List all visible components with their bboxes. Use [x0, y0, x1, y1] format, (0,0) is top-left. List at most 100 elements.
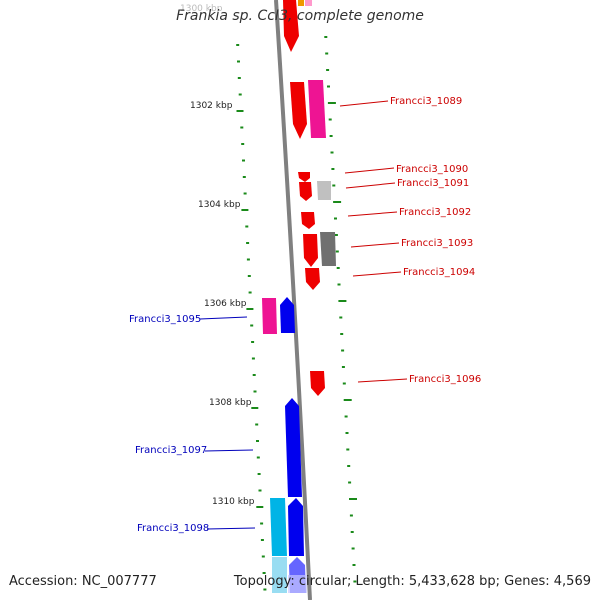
tick-mark	[242, 159, 245, 162]
tick-mark	[260, 539, 264, 541]
gene-arrow-reverse[interactable]	[262, 298, 277, 334]
tick-mark	[327, 102, 336, 104]
leader-line	[199, 316, 248, 320]
gene-label-francci3-1091[interactable]: Francci3_1091	[397, 178, 469, 189]
gene-arrow-forward[interactable]	[305, 268, 320, 290]
tick-mark	[342, 382, 346, 385]
scale-labels: 1300 kbp 1302 kbp 1304 kbp 1306 kbp 1308…	[180, 4, 255, 507]
tick-mark	[237, 60, 240, 63]
tick-marks	[236, 36, 357, 591]
tick-mark	[341, 366, 345, 368]
tick-mark	[341, 349, 345, 352]
gene-arrow-reverse[interactable]	[270, 498, 287, 556]
gene-arrow-forward[interactable]	[320, 232, 336, 266]
tick-mark	[351, 547, 355, 550]
leader-line	[204, 449, 254, 452]
tick-mark	[253, 390, 257, 393]
tick-mark	[238, 93, 242, 96]
gene-arrow-reverse[interactable]	[280, 297, 295, 333]
gene-arrow-reverse[interactable]	[288, 498, 304, 556]
tick-mark	[334, 234, 338, 236]
genome-backbone	[274, 0, 312, 600]
tick-mark	[348, 481, 352, 484]
gene-label-francci3-1096[interactable]: Francci3_1096	[409, 374, 481, 385]
gene-label-francci3-1094[interactable]: Francci3_1094	[403, 267, 475, 278]
tick-mark	[247, 275, 251, 277]
tick-mark	[353, 580, 357, 583]
tick-mark	[343, 399, 352, 401]
tick-mark	[333, 201, 342, 203]
leader-line	[344, 167, 395, 174]
scale-label: 1310 kbp	[212, 497, 255, 507]
gene-arrow-reverse[interactable]	[272, 557, 287, 593]
gene-arrow-forward[interactable]	[299, 182, 312, 201]
gene-label-francci3-1092[interactable]: Francci3_1092	[399, 207, 471, 218]
tick-mark	[339, 316, 343, 319]
tick-mark	[324, 36, 328, 38]
tick-mark	[246, 308, 254, 310]
tick-mark	[338, 300, 347, 302]
tick-mark	[246, 242, 250, 244]
gene-label-francci3-1097[interactable]: Francci3_1097	[135, 445, 207, 456]
tick-mark	[258, 489, 262, 492]
tick-mark	[257, 473, 261, 475]
tick-mark	[328, 118, 332, 121]
tick-mark	[260, 522, 264, 525]
genome-title: Frankia sp. CcI3, complete genome	[176, 8, 424, 24]
tick-mark	[262, 572, 266, 574]
gene-arrow-forward[interactable]	[283, 0, 299, 52]
tick-mark	[255, 423, 259, 426]
gene-arrow-forward[interactable]	[317, 181, 331, 200]
tick-mark	[327, 85, 330, 88]
gene-arrow-forward[interactable]	[301, 212, 315, 229]
tick-mark	[335, 250, 339, 253]
tick-mark	[336, 267, 340, 269]
gene-arrow-forward[interactable]	[303, 234, 318, 267]
tick-mark	[250, 324, 254, 327]
tick-mark	[251, 407, 259, 409]
gene-label-francci3-1093[interactable]: Francci3_1093	[401, 238, 473, 249]
tick-mark	[329, 135, 333, 137]
tick-mark	[349, 514, 353, 517]
gene-arrow-forward[interactable]	[298, 172, 310, 182]
leader-line	[339, 100, 389, 107]
scale-label: 1306 kbp	[204, 299, 247, 309]
tick-mark	[337, 283, 341, 286]
genome-summary: Topology: circular; Length: 5,433,628 bp…	[233, 574, 591, 589]
leader-line	[345, 182, 396, 189]
gene-label-francci3-1098[interactable]: Francci3_1098	[137, 523, 209, 534]
tick-mark	[325, 52, 329, 55]
scale-label: 1302 kbp	[190, 101, 233, 111]
scale-label: 1308 kbp	[209, 398, 252, 408]
tick-mark	[246, 258, 250, 261]
tick-mark	[256, 440, 259, 442]
tick-mark	[236, 44, 240, 46]
tick-mark	[241, 143, 245, 145]
gene-arrow-forward[interactable]	[308, 80, 326, 138]
accession-label: Accession: NC_007777	[9, 574, 157, 589]
tick-mark	[243, 192, 247, 195]
tick-mark	[331, 168, 335, 170]
gene-label-francci3-1089[interactable]: Francci3_1089	[390, 96, 462, 107]
tick-mark	[326, 69, 330, 71]
tick-mark	[352, 564, 356, 566]
tick-mark	[241, 209, 249, 211]
tick-mark	[242, 176, 246, 178]
tick-mark	[237, 77, 241, 79]
gene-label-francci3-1095[interactable]: Francci3_1095	[129, 314, 201, 325]
gene-arrow-forward[interactable]	[290, 82, 307, 139]
gene-arrow-forward[interactable]	[310, 371, 325, 396]
gene-arrow-forward[interactable]	[305, 0, 312, 6]
gene-features	[262, 0, 336, 593]
tick-mark	[256, 456, 260, 459]
tick-mark	[261, 555, 265, 558]
tick-mark	[344, 415, 348, 418]
tick-mark	[251, 341, 255, 343]
gene-arrow-forward[interactable]	[298, 0, 304, 6]
tick-mark	[256, 506, 264, 508]
gene-arrow-reverse[interactable]	[285, 398, 302, 497]
tick-mark	[345, 432, 349, 434]
scale-label: 1304 kbp	[198, 200, 241, 210]
gene-label-francci3-1090[interactable]: Francci3_1090	[396, 164, 468, 175]
